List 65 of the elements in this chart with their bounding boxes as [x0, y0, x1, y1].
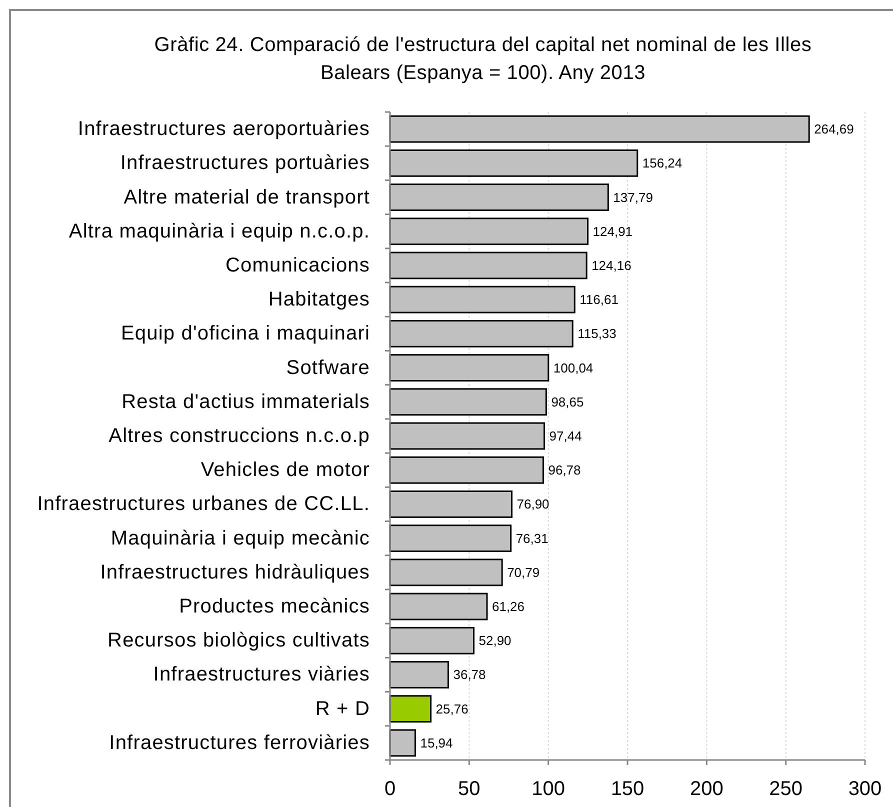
- y-tick-label: Recursos biològics cultivats: [108, 630, 370, 652]
- y-tick-label: R + D: [315, 698, 370, 720]
- x-tick-label: 150: [610, 778, 644, 800]
- y-tick-label: Maquinària i equip mecànic: [110, 527, 370, 550]
- y-tick-label: Altre material de transport: [124, 186, 370, 208]
- y-tick-label: Infraestructures urbanes de CC.LL.: [37, 493, 370, 516]
- chart-title: Gràfic 24. Comparació de l'estructura del capital net nominal de les Illes Balears (Espanya = 100). Any 2013: [154, 34, 812, 84]
- data-label: 264,69: [814, 122, 854, 137]
- y-tick-label: Habitatges: [268, 288, 370, 311]
- y-tick-label: Comunicacions: [225, 254, 370, 276]
- x-tick-label: 50: [458, 778, 480, 800]
- data-label: 36,78: [453, 667, 486, 682]
- bar: [389, 286, 576, 314]
- y-tick-label: Infraestructures hidràuliques: [100, 561, 370, 584]
- data-label: 98,65: [551, 394, 584, 410]
- bar: [389, 626, 475, 654]
- y-tick-label: Sotfware: [286, 356, 370, 379]
- y-tick-label: Resta d'actius immaterials: [122, 390, 370, 413]
- x-tick-label: 300: [848, 778, 882, 800]
- bar: [389, 524, 512, 552]
- bar: [389, 184, 609, 211]
- bar: [389, 661, 449, 688]
- bar: [389, 252, 588, 280]
- data-label: 97,44: [549, 428, 582, 444]
- data-label: 115,33: [578, 326, 616, 342]
- y-tick-label: Vehicles de motor: [200, 459, 370, 482]
- bar: [389, 388, 547, 416]
- bar: [389, 218, 589, 246]
- data-label: 156,24: [642, 156, 682, 171]
- data-label: 116,61: [580, 292, 618, 308]
- bar: [389, 115, 810, 143]
- x-tick-label: 100: [532, 778, 566, 800]
- bar: [389, 490, 513, 518]
- x-tick-label: 200: [690, 778, 724, 800]
- y-tick-label: Infraestructures viàries: [153, 664, 370, 686]
- data-label: 76,31: [516, 530, 548, 546]
- y-tick-label: Infraestructures aeroportuàries: [78, 118, 370, 140]
- data-label: 100,04: [553, 360, 594, 376]
- y-tick-label: Equip d'oficina i maquinari: [120, 322, 370, 345]
- y-tick-label: Productes mecànics: [179, 596, 370, 618]
- x-tick-label: 0: [384, 778, 396, 800]
- y-tick-label: Altres construccions n.c.o.p: [108, 425, 370, 447]
- data-label: 76,90: [516, 496, 550, 512]
- bar: [389, 592, 488, 620]
- y-tick-label: Infraestructures ferroviàries: [109, 732, 370, 754]
- bar: [389, 354, 550, 382]
- data-label: 15,94: [420, 735, 453, 750]
- data-label: 96,78: [548, 462, 581, 478]
- bar: [389, 149, 638, 177]
- data-label: 70,79: [507, 564, 540, 580]
- bar: [389, 456, 544, 484]
- data-label: 124,16: [592, 258, 632, 273]
- data-label: 137,79: [613, 190, 653, 205]
- data-label: 25,76: [436, 701, 468, 716]
- y-tick-label: Infraestructures portuàries: [120, 152, 370, 174]
- x-tick-label: 250: [769, 778, 803, 800]
- data-label: 52,90: [478, 633, 512, 648]
- bar: [389, 422, 546, 450]
- bar: [389, 558, 503, 586]
- bar: [389, 320, 574, 348]
- data-label: 61,26: [492, 599, 525, 614]
- y-tick-label: Altra maquinària i equip n.c.o.p.: [68, 220, 370, 242]
- bar: [389, 695, 432, 723]
- bar: [389, 729, 416, 757]
- data-label: 124,91: [592, 224, 633, 239]
